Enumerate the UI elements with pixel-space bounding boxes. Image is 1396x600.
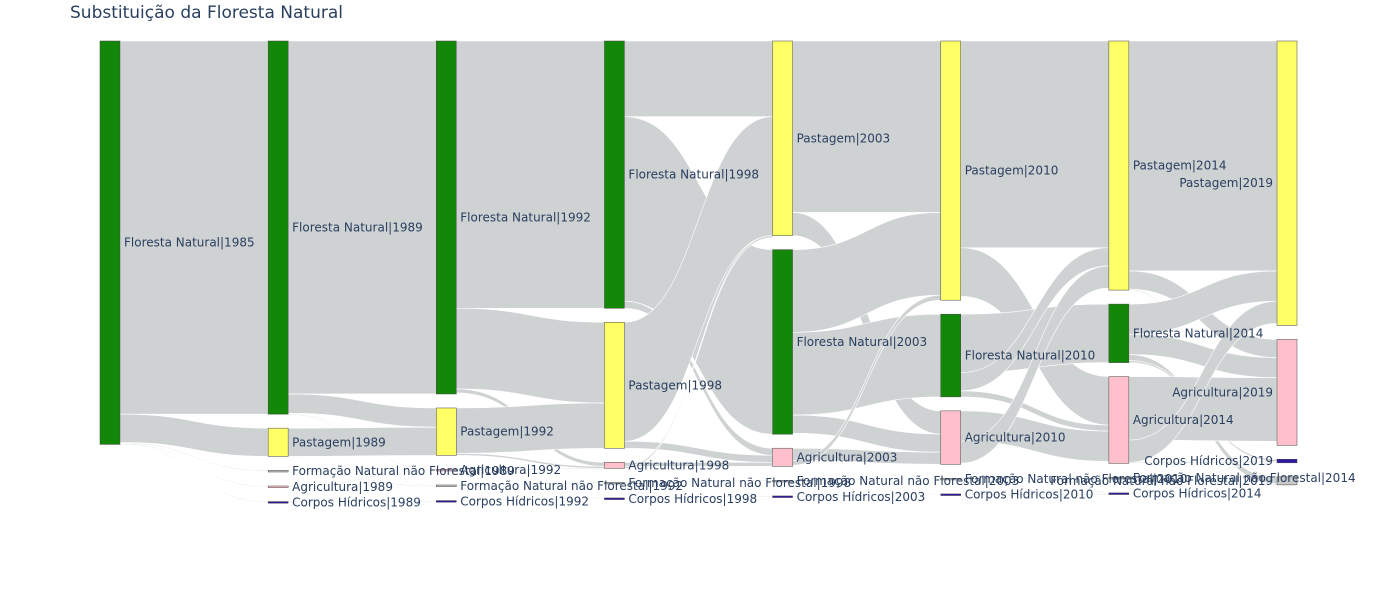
- link-CH2014-CH2019[interactable]: [1128, 462, 1278, 495]
- node-label-FN1998: Floresta Natural|1998: [628, 168, 759, 182]
- node-CH2010[interactable]: [940, 493, 961, 496]
- node-label-CH1992: Corpos Hídricos|1992: [460, 494, 589, 508]
- chart-title: Substituição da Floresta Natural: [70, 3, 343, 23]
- node-label-CH2019: Corpos Hídricos|2019: [1144, 454, 1273, 468]
- link-FN1985-FN1989[interactable]: [119, 40, 269, 415]
- node-CH1998[interactable]: [604, 497, 625, 500]
- node-label-A2014: Agricultura|2014: [1133, 413, 1234, 427]
- node-P1998[interactable]: [604, 322, 625, 449]
- node-A2014[interactable]: [1108, 376, 1130, 464]
- node-A2010[interactable]: [940, 410, 961, 465]
- node-A2003[interactable]: [772, 447, 793, 467]
- node-CH1992[interactable]: [436, 500, 457, 503]
- node-label-P2014: Pastagem|2014: [1133, 159, 1227, 173]
- node-label-A1998: Agricultura|1998: [628, 458, 729, 472]
- node-FNNF2014[interactable]: [1108, 477, 1130, 480]
- nodes-layer: [99, 40, 1298, 504]
- node-FNNF2003[interactable]: [772, 480, 793, 483]
- node-A1992[interactable]: [436, 469, 457, 472]
- node-P2003[interactable]: [772, 40, 793, 236]
- node-label-A1992: Agricultura|1992: [460, 463, 561, 477]
- node-label-P1989: Pastagem|1989: [292, 435, 386, 449]
- node-label-FN1989: Floresta Natural|1989: [292, 221, 423, 235]
- node-FN1989[interactable]: [267, 40, 289, 415]
- node-label-P2019: Pastagem|2019: [1179, 176, 1273, 190]
- link-FN1989-FN1992[interactable]: [287, 40, 437, 395]
- node-A1998[interactable]: [604, 462, 625, 469]
- link-FN1985-P1989[interactable]: [119, 413, 269, 457]
- node-label-FNNF1998: Formação Natural não Florestal|1998: [628, 476, 851, 490]
- node-A2019[interactable]: [1276, 339, 1298, 446]
- node-label-P1998: Pastagem|1998: [628, 378, 722, 392]
- node-FN2003[interactable]: [772, 249, 793, 435]
- link-A1992-A1998[interactable]: [455, 468, 605, 471]
- link-FN1992-FN1998[interactable]: [455, 40, 605, 309]
- node-FNNF2010[interactable]: [940, 478, 961, 481]
- node-CH2003[interactable]: [772, 495, 793, 498]
- node-P1989[interactable]: [267, 427, 289, 457]
- node-label-FNNF2003: Formação Natural não Florestal|2003: [797, 474, 1020, 488]
- node-label-P2010: Pastagem|2010: [965, 164, 1059, 178]
- node-label-P2003: Pastagem|2003: [797, 131, 891, 145]
- node-CH1989[interactable]: [267, 501, 289, 504]
- node-FNNF2019[interactable]: [1276, 476, 1298, 486]
- node-FNNF1992[interactable]: [436, 484, 457, 487]
- node-A1989[interactable]: [267, 485, 289, 488]
- node-FN2014[interactable]: [1108, 303, 1130, 363]
- node-P1992[interactable]: [436, 407, 457, 456]
- node-label-FNNF2014: Formação Natural não Florestal|2014: [1133, 471, 1356, 485]
- links-layer: [119, 40, 1278, 503]
- node-label-FN2003: Floresta Natural|2003: [797, 335, 928, 349]
- node-P2010[interactable]: [940, 40, 961, 301]
- node-label-P1992: Pastagem|1992: [460, 425, 554, 439]
- node-label-FN1992: Floresta Natural|1992: [460, 210, 591, 224]
- link-A1998-P2003[interactable]: [624, 235, 773, 469]
- node-FN1992[interactable]: [436, 40, 457, 395]
- node-label-CH2010: Corpos Hídricos|2010: [965, 488, 1094, 502]
- link-P2010-P2014[interactable]: [960, 40, 1110, 249]
- node-label-CH1998: Corpos Hídricos|1998: [628, 492, 757, 506]
- node-CH2014[interactable]: [1108, 492, 1130, 495]
- node-label-FNNF1989: Formação Natural não Florestal|1989: [292, 464, 515, 478]
- node-P2019[interactable]: [1276, 40, 1298, 326]
- node-label-FNNF1992: Formação Natural não Florestal|1992: [460, 479, 683, 493]
- link-P2003-P2010[interactable]: [792, 40, 942, 213]
- link-FN1989-P1992[interactable]: [287, 393, 437, 428]
- node-label-CH1989: Corpos Hídricos|1989: [292, 495, 421, 509]
- node-FN2010[interactable]: [940, 313, 961, 398]
- node-FN1998[interactable]: [604, 40, 625, 309]
- node-label-FN2010: Floresta Natural|2010: [965, 349, 1096, 363]
- node-label-FN1985: Floresta Natural|1985: [124, 236, 255, 250]
- node-label-A2003: Agricultura|2003: [797, 450, 898, 464]
- node-CH2019[interactable]: [1276, 459, 1298, 464]
- link-FN1992-P1998[interactable]: [455, 307, 605, 404]
- node-label-A2010: Agricultura|2010: [965, 431, 1066, 445]
- node-label-CH2014: Corpos Hídricos|2014: [1133, 487, 1262, 501]
- node-label-CH2003: Corpos Hídricos|2003: [797, 490, 926, 504]
- node-label-FNNF2010: Formação Natural não Florestal|2010: [965, 472, 1188, 486]
- node-P2014[interactable]: [1108, 40, 1130, 291]
- node-FNNF1989[interactable]: [267, 470, 289, 473]
- node-FNNF1998[interactable]: [604, 482, 625, 485]
- labels-layer: Floresta Natural|1985 Floresta Natural|19…: [124, 131, 1356, 509]
- link-FN1998-P2003[interactable]: [624, 40, 773, 117]
- node-label-A1989: Agricultura|1989: [292, 480, 393, 494]
- link-P2014-P2019[interactable]: [1128, 40, 1278, 272]
- node-label-FNNF2019: Formação Natural não Florestal|2019: [1050, 474, 1273, 488]
- node-label-A2019: Agricultura|2019: [1172, 385, 1273, 399]
- node-label-FN2014: Floresta Natural|2014: [1133, 326, 1264, 340]
- node-FN1985[interactable]: [99, 40, 121, 445]
